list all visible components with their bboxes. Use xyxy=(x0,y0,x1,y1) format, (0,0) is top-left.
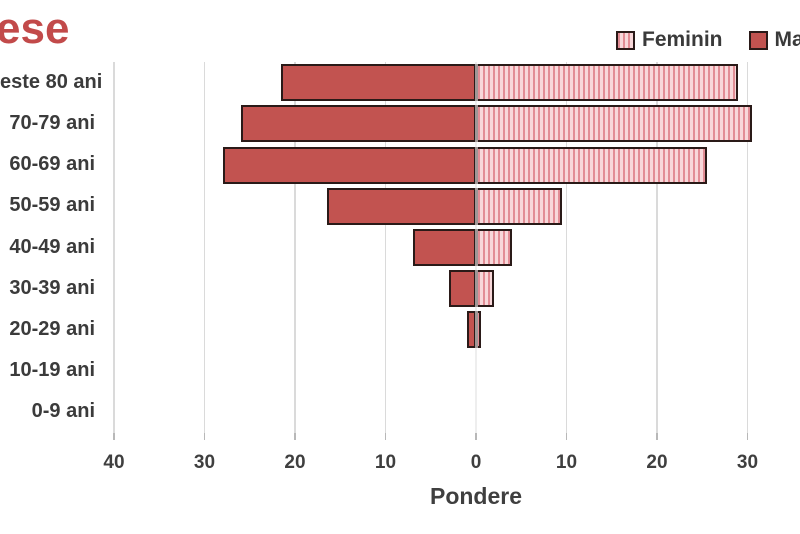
y-axis-label: 30-39 ani xyxy=(9,276,95,299)
x-tick-label: 40 xyxy=(103,452,125,473)
legend-item-masculin: Ma xyxy=(748,28,800,52)
y-axis-label: 0-9 ani xyxy=(31,400,95,423)
bar-feminin xyxy=(476,146,707,184)
feminin-swatch-icon xyxy=(616,30,635,50)
axis-tick xyxy=(475,433,477,440)
y-axis-label: 40-49 ani xyxy=(9,235,95,258)
bar-masculin xyxy=(281,64,476,102)
bar-feminin xyxy=(476,229,513,266)
y-axis-label: 60-69 ani xyxy=(9,153,95,176)
gridline xyxy=(746,62,749,433)
bar-feminin xyxy=(476,270,495,308)
y-axis-label: 50-59 ani xyxy=(9,194,95,217)
bar-masculin xyxy=(412,229,476,266)
bar-feminin xyxy=(476,187,562,225)
gridline xyxy=(656,62,658,433)
legend: Feminin Ma xyxy=(616,28,800,52)
axis-tick xyxy=(565,433,568,440)
bar-masculin xyxy=(448,270,476,308)
bar-feminin xyxy=(476,64,739,102)
bar-masculin xyxy=(326,187,476,225)
y-axis-label: 20-29 ani xyxy=(9,317,95,340)
x-tick-label: 30 xyxy=(193,452,216,473)
bar-masculin xyxy=(240,105,476,143)
masculin-swatch-icon xyxy=(748,30,768,50)
axis-tick xyxy=(203,433,206,440)
x-tick-label: 10 xyxy=(374,452,397,473)
x-tick-label: 30 xyxy=(736,452,759,473)
axis-tick xyxy=(746,433,749,440)
gridline xyxy=(384,62,387,433)
zero-axis-line xyxy=(474,62,478,433)
axis-tick xyxy=(384,433,387,440)
x-axis-title: Pondere xyxy=(429,483,523,509)
x-tick-label: 20 xyxy=(646,452,668,473)
axis-tick xyxy=(113,433,115,440)
gridline xyxy=(113,62,115,433)
legend-label-masculin-cutoff: Ma xyxy=(774,28,800,51)
legend-label-feminin: Feminin xyxy=(642,28,723,51)
x-tick-label: 10 xyxy=(555,452,578,473)
chart-title-fragment: ese xyxy=(0,4,70,53)
legend-item-feminin: Feminin xyxy=(616,28,723,52)
axis-tick xyxy=(294,433,296,440)
gridline xyxy=(203,62,206,433)
bar-feminin xyxy=(476,105,753,143)
gridline xyxy=(294,62,296,433)
x-tick-label: 20 xyxy=(284,452,306,473)
y-axis-label: 10-19 ani xyxy=(9,359,95,382)
x-tick-label: 0 xyxy=(470,452,482,473)
axis-tick xyxy=(656,433,658,440)
gridline xyxy=(565,62,568,433)
bar-masculin xyxy=(222,146,476,184)
y-axis-label: 70-79 ani xyxy=(9,111,95,134)
y-axis-label: este 80 ani xyxy=(0,70,103,93)
